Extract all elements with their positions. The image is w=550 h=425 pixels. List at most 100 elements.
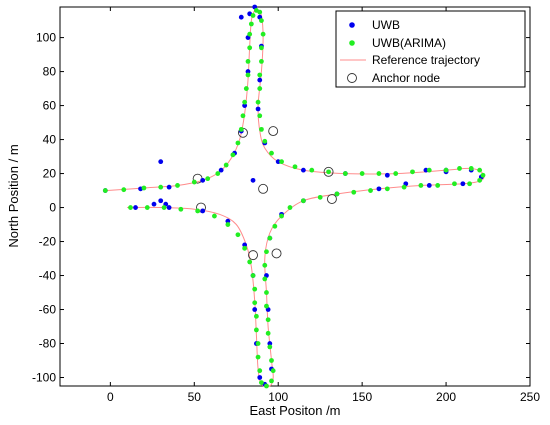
uwb-arima-point xyxy=(248,21,254,27)
uwb-arima-point xyxy=(230,152,236,158)
uwb-point xyxy=(257,77,263,83)
uwb-arima-point xyxy=(279,213,284,219)
uwb-arima-point xyxy=(242,245,248,251)
uwb-arima-point xyxy=(235,140,241,146)
uwb-arima-point xyxy=(238,126,244,132)
uwb-arima-point xyxy=(384,186,390,192)
uwb-arima-point xyxy=(334,191,340,197)
uwb-arima-point xyxy=(128,205,133,210)
anchor-node xyxy=(248,250,258,261)
uwb-point xyxy=(225,218,231,224)
uwb-point xyxy=(252,307,258,312)
uwb-arima-point xyxy=(257,86,263,91)
uwb-point xyxy=(151,201,157,207)
uwb-arima-point xyxy=(247,259,253,265)
uwb-arima-point xyxy=(259,45,264,51)
uwb-arima-point xyxy=(309,167,315,173)
uwb-arima-point xyxy=(259,126,264,132)
uwb-arima-point xyxy=(240,113,246,119)
uwb-point xyxy=(250,177,256,183)
uwb-arima-point xyxy=(245,58,251,64)
uwb-arima-point xyxy=(452,181,457,187)
uwb-arima-point xyxy=(279,159,284,165)
uwb-arima-point xyxy=(259,58,264,64)
uwb-point xyxy=(166,205,172,210)
uwb-arima-point xyxy=(418,183,424,188)
uwb-arima-point xyxy=(235,232,241,238)
uwb-arima-point xyxy=(292,164,298,170)
y-tick-label: 0 xyxy=(49,201,56,215)
x-tick-label: 50 xyxy=(188,390,202,404)
uwb-arima-point xyxy=(178,206,184,212)
uwb-arima-point xyxy=(359,171,365,176)
uwb-arima-point xyxy=(265,330,271,336)
uwb-arima-point xyxy=(368,188,373,193)
uwb-arima-point xyxy=(393,171,399,176)
uwb-arima-point xyxy=(267,344,273,350)
uwb-arima-point xyxy=(205,176,211,182)
uwb-arima-point xyxy=(401,184,407,190)
y-tick-label: -80 xyxy=(39,337,57,351)
uwb-arima-point xyxy=(426,167,432,173)
uwb-point xyxy=(166,184,172,190)
uwb-arima-point xyxy=(435,183,441,188)
uwb-arima-point xyxy=(410,169,415,175)
y-tick-label: -40 xyxy=(39,269,57,283)
uwb-arima-point xyxy=(264,303,269,309)
uwb-arima-point xyxy=(243,86,249,91)
uwb-point xyxy=(158,159,164,165)
y-tick-label: 100 xyxy=(36,31,56,45)
uwb-arima-point xyxy=(317,194,323,200)
uwb-point xyxy=(384,172,390,178)
uwb-point xyxy=(133,205,138,210)
uwb-arima-point xyxy=(141,185,147,191)
uwb-point xyxy=(423,167,429,173)
uwb-arima-point xyxy=(480,172,486,178)
uwb-arima-point xyxy=(255,354,261,360)
uwb-arima-point xyxy=(252,300,258,306)
legend-marker-arima xyxy=(349,40,355,46)
uwb-point xyxy=(242,242,248,248)
uwb-arima-point xyxy=(257,72,263,78)
uwb-arima-point xyxy=(253,327,259,333)
uwb-point xyxy=(245,69,251,74)
uwb-point xyxy=(238,14,244,20)
legend-label-anchor: Anchor node xyxy=(372,71,440,85)
uwb-arima-point xyxy=(468,166,474,171)
uwb-arima-point xyxy=(265,317,271,323)
legend-marker-uwb xyxy=(349,22,355,28)
uwb-point xyxy=(426,183,432,188)
x-tick-label: 200 xyxy=(436,390,456,404)
uwb-arima-point xyxy=(467,181,472,187)
uwb-arima-point xyxy=(260,31,266,37)
y-tick-label: -60 xyxy=(39,303,57,317)
uwb-arima-point xyxy=(477,167,483,173)
uwb-arima-point xyxy=(252,286,258,292)
uwb-arima-point xyxy=(250,13,256,18)
uwb-arima-point xyxy=(262,138,268,144)
uwb-arima-point xyxy=(259,18,264,23)
uwb-arima-point xyxy=(269,358,274,363)
legend-label-uwb: UWB xyxy=(372,18,400,32)
uwb-point xyxy=(255,106,261,112)
y-tick-label: 20 xyxy=(43,167,57,181)
uwb-point xyxy=(257,375,263,380)
y-tick-label: -20 xyxy=(39,235,57,249)
y-tick-label: 80 xyxy=(43,65,57,79)
legend-label-arima: UWB(ARIMA) xyxy=(372,36,446,50)
uwb-arima-point xyxy=(257,368,263,374)
uwb-arima-point xyxy=(351,189,357,195)
axis-ticks: 0 50 100 150 200 250 -100 -80 -60 -40 -20 0 20 40 60 80… xyxy=(32,7,540,404)
uwb-arima-point xyxy=(121,187,127,193)
uwb-point xyxy=(460,181,466,187)
uwb-arima-point xyxy=(376,171,382,176)
uwb-arima-point xyxy=(245,72,251,78)
legend: UWB UWB(ARIMA) Reference trajectory Anch… xyxy=(335,10,526,88)
y-tick-label: 60 xyxy=(43,99,57,113)
uwb-arima-point xyxy=(264,383,269,389)
y-tick-label: -100 xyxy=(32,371,56,385)
uwb-arima-point xyxy=(255,99,261,105)
anchor-node xyxy=(258,183,269,194)
x-tick-label: 150 xyxy=(352,390,372,404)
